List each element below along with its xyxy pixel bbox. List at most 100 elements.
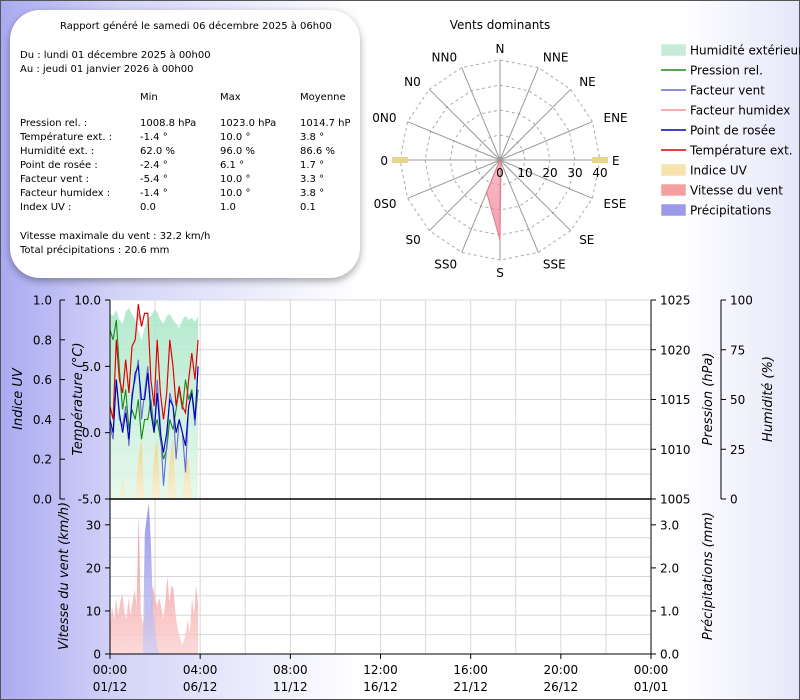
axis-title: Précipitations (mm): [701, 512, 716, 640]
axis-tick-label: 0.0: [660, 648, 679, 662]
radar-spoke: [499, 88, 572, 161]
x-tick-time: 12:00: [363, 663, 398, 677]
stat-min: 0.0: [140, 202, 156, 213]
series-indice-uv: [110, 439, 199, 499]
report-panel: Rapport généré le samedi 06 décembre 202…: [10, 10, 360, 278]
report-from: Du : lundi 01 décembre 2025 à 00h00: [20, 50, 211, 61]
legend-item: Facteur vent: [690, 84, 765, 98]
wind-direction-label: N0: [404, 75, 421, 89]
wind-rose-radius-ticks: 0 10 20 30 40: [496, 166, 607, 180]
lower-series: [110, 503, 199, 654]
radar-spoke: [407, 121, 501, 161]
stat-max: 6.1 °: [220, 160, 245, 171]
axis-tick-label: 1015: [660, 393, 691, 407]
x-tick-time: 00:00: [634, 663, 669, 677]
radius-tick-label: 0: [496, 166, 504, 180]
stat-min: -5.4 °: [140, 174, 168, 185]
axis-tick-label: 30: [86, 518, 101, 532]
legend-item: Facteur humidex: [690, 104, 790, 118]
stat-max: 96.0 %: [220, 146, 255, 157]
wind-direction-label: N: [496, 42, 505, 56]
x-tick-date: 06/12: [183, 680, 218, 694]
radar-spoke: [499, 159, 572, 232]
x-tick-time: 04:00: [183, 663, 218, 677]
stat-min: 1008.8 hPa: [140, 118, 197, 129]
axis-tick-label: 0: [730, 493, 738, 507]
x-tick-date: 01/12: [93, 680, 128, 694]
stat-max: 10.0 °: [220, 174, 251, 185]
stat-avg: 86.6 %: [300, 146, 335, 157]
axis-title: Température (°C): [71, 342, 86, 455]
axis-tick-label: -5.0: [78, 493, 101, 507]
legend-item: Température ext.: [689, 144, 793, 158]
stat-avg: 3.3 °: [300, 174, 325, 185]
x-tick-time: 16:00: [453, 663, 488, 677]
stat-max: 10.0 °: [220, 132, 251, 143]
wind-rose-direction-labels: N NNE NE ENE E ESE SE SSE S SS0 S0 0S0 0 0N0 N0 NN0: [372, 42, 627, 280]
radar-spoke: [461, 67, 501, 161]
axis-tick-label: 25: [730, 443, 745, 457]
wind-direction-label: ENE: [604, 111, 628, 125]
wind-rose-area: [486, 158, 502, 241]
col-header-min: Min: [140, 92, 158, 103]
legend-swatch: [660, 183, 687, 197]
axis-tick-label: 0.0: [33, 493, 52, 507]
axis-tick-label: 20: [86, 561, 101, 575]
radar-spoke: [499, 121, 593, 161]
axis-tick-label: 0.4: [33, 413, 52, 427]
radar-spoke: [428, 159, 501, 232]
axis-tick-label: 0.6: [33, 373, 52, 387]
legend-item: Précipitations: [690, 204, 771, 218]
axis-tick-label: 0.2: [33, 453, 52, 467]
stat-avg: 1.7 °: [300, 160, 325, 171]
x-tick-time: 08:00: [273, 663, 308, 677]
upper-series: [109, 303, 199, 499]
report-generated: Rapport généré le samedi 06 décembre 202…: [60, 21, 332, 32]
axis-tick-label: 0.0: [82, 426, 101, 440]
stat-label: Index UV :: [20, 202, 72, 213]
series-precipitation: [110, 503, 199, 654]
axis-title: Humidité (%): [761, 356, 776, 442]
axis-title: Vitesse du vent (km/h): [57, 502, 72, 650]
series-wind-speed: [110, 516, 199, 654]
axis-tick-label: 10: [86, 604, 101, 618]
report-to: Au : jeudi 01 janvier 2026 à 00h00: [20, 64, 194, 75]
x-tick-date: 26/12: [544, 680, 579, 694]
axis-tick-label: 1025: [660, 294, 691, 308]
axis-tick-label: 100: [730, 294, 753, 308]
radar-spoke: [428, 88, 501, 161]
wind-direction-label: S: [496, 266, 504, 280]
axis-tick-label: 5.0: [82, 360, 101, 374]
wind-direction-label: SSE: [543, 258, 566, 272]
wind-direction-label: NE: [579, 75, 596, 89]
legend-item: Pression rel.: [690, 64, 763, 78]
legend-item: Vitesse du vent: [690, 184, 783, 198]
wind-direction-label: 0: [380, 154, 388, 168]
axis-tick-label: 50: [730, 393, 745, 407]
stat-avg: 3.8 °: [300, 132, 325, 143]
stat-min: -1.4 °: [140, 188, 168, 199]
stat-avg: 1014.7 hPa: [300, 118, 350, 129]
axis-tick-label: 75: [730, 343, 745, 357]
x-tick-time: 20:00: [544, 663, 579, 677]
stat-min: -1.4 °: [140, 132, 168, 143]
axes: 0.00.20.40.60.81.0-5.00.05.010.010051010…: [11, 294, 776, 695]
radius-tick-label: 30: [567, 166, 582, 180]
axis-title: Pression (hPa): [701, 353, 716, 446]
radius-tick-label: 10: [517, 166, 532, 180]
wind-rose-title: Vents dominants: [450, 18, 551, 32]
legend-swatch: [660, 203, 687, 217]
series-point-de-ros-e: [109, 364, 199, 453]
x-tick-date: 11/12: [273, 680, 308, 694]
wind-direction-label: SS0: [434, 258, 457, 272]
radar-spoke: [499, 159, 539, 253]
total-precip-text: Total précipitations : 20.6 mm: [20, 245, 170, 256]
axis-tick-label: 3.0: [660, 518, 679, 532]
series-temp-rature-ext-: [109, 303, 199, 420]
stat-min: 62.0 %: [140, 146, 175, 157]
radar-spoke: [407, 159, 501, 199]
stat-label: Facteur vent :: [20, 174, 90, 185]
max-wind-text: Vitesse maximale du vent : 32.2 km/h: [20, 231, 211, 242]
axis-tick-label: 1005: [660, 493, 691, 507]
x-tick-date: 01/01: [634, 680, 669, 694]
